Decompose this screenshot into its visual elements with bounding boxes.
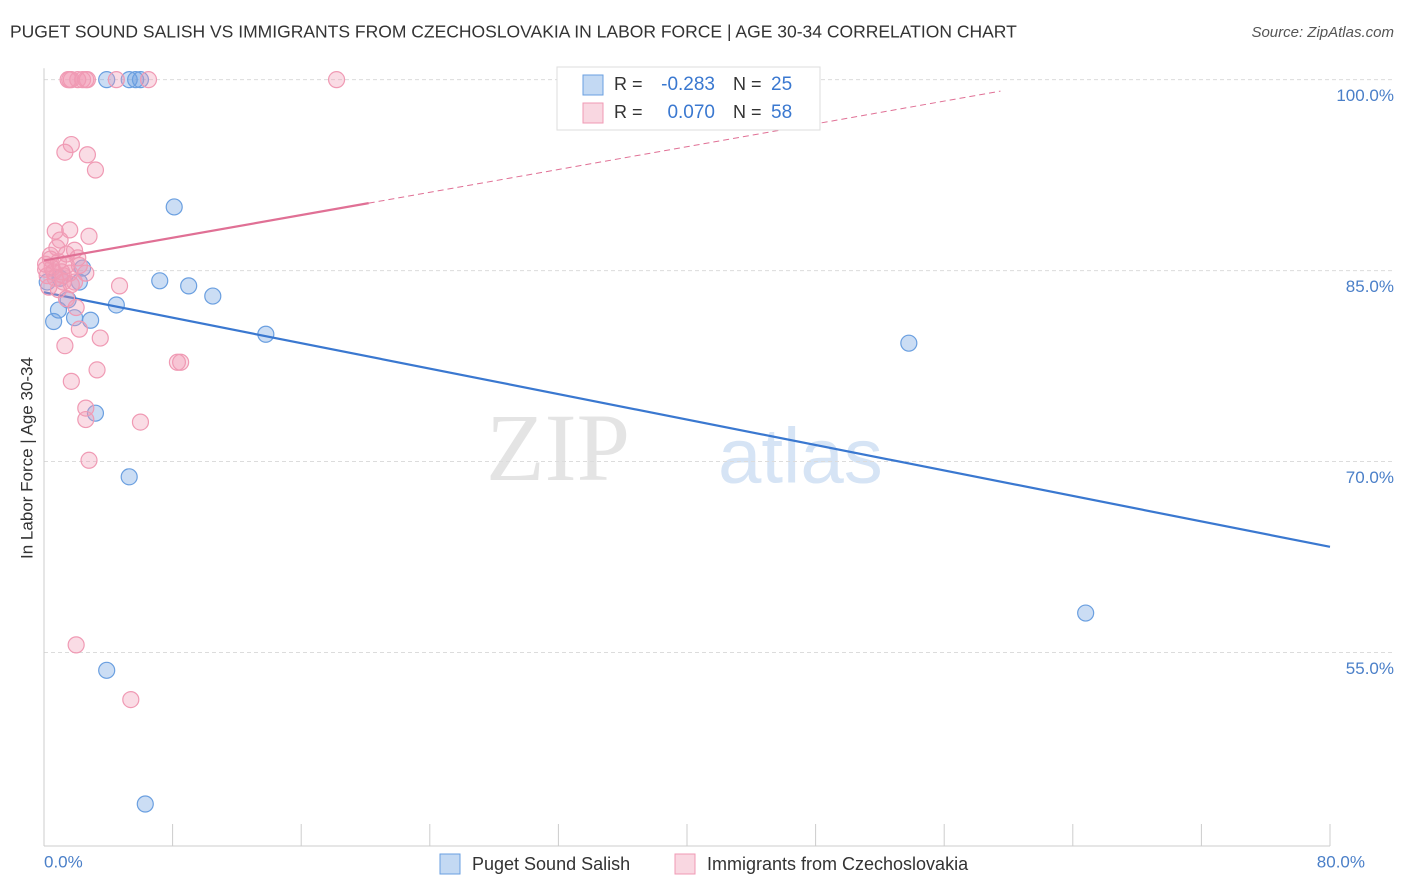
- x-tick-label: 80.0%: [1317, 852, 1365, 871]
- point: [122, 691, 140, 709]
- legend-r: -0.283: [661, 74, 715, 95]
- point: [327, 71, 346, 89]
- point: [62, 276, 80, 294]
- point: [139, 71, 158, 89]
- point: [86, 161, 105, 179]
- trend-line: [43, 202, 369, 262]
- point: [82, 311, 100, 329]
- legend-swatch: [674, 853, 696, 875]
- point: [78, 146, 97, 164]
- legend-swatch: [582, 102, 604, 124]
- legend-r-text: R =: [614, 74, 643, 94]
- chart-title: PUGET SOUND SALISH VS IMMIGRANTS FROM CZ…: [10, 22, 1017, 42]
- point: [62, 372, 80, 390]
- legend-swatch: [582, 74, 604, 96]
- legend-n: 25: [771, 74, 792, 95]
- point: [91, 329, 109, 347]
- legend-swatch: [439, 853, 461, 875]
- point: [67, 298, 85, 317]
- y-tick-label: 100.0%: [1336, 86, 1394, 105]
- watermark: ZIP: [486, 394, 630, 501]
- source: Source: ZipAtlas.com: [1251, 24, 1394, 41]
- point: [107, 71, 125, 89]
- point: [86, 404, 105, 422]
- legend-r-text: R =: [614, 102, 643, 122]
- legend-r: 0.070: [667, 102, 715, 123]
- point: [56, 337, 74, 355]
- point: [45, 312, 63, 331]
- y-tick-label: 70.0%: [1346, 468, 1394, 487]
- legend-label: Puget Sound Salish: [472, 854, 630, 874]
- trend-line: [368, 90, 1001, 204]
- point: [61, 71, 79, 89]
- point: [46, 222, 64, 240]
- point: [900, 334, 918, 352]
- point: [88, 361, 106, 379]
- point: [98, 661, 116, 679]
- point: [80, 451, 98, 469]
- point: [40, 278, 58, 296]
- point: [1077, 604, 1095, 622]
- point: [180, 277, 198, 295]
- x-tick-label: 0.0%: [44, 852, 83, 871]
- y-tick-label: 55.0%: [1346, 659, 1394, 678]
- point: [151, 272, 169, 290]
- point: [131, 413, 150, 431]
- point: [172, 353, 190, 371]
- point: [204, 287, 222, 305]
- trend-line: [43, 291, 1331, 548]
- point: [77, 410, 95, 429]
- point: [136, 795, 154, 813]
- legend-n-text: N =: [733, 74, 762, 94]
- point: [56, 143, 74, 161]
- point: [70, 320, 88, 338]
- legend-label: Immigrants from Czechoslovakia: [707, 854, 969, 874]
- legend-n: 58: [771, 102, 792, 123]
- y-axis-label: In Labor Force | Age 30-34: [17, 357, 36, 559]
- legend-box: [556, 66, 821, 131]
- point: [120, 468, 138, 486]
- y-tick-label: 85.0%: [1346, 277, 1394, 296]
- point: [110, 277, 129, 295]
- point: [78, 71, 97, 89]
- watermark: atlas: [718, 412, 883, 500]
- point: [98, 71, 116, 89]
- point: [127, 71, 145, 89]
- point: [70, 256, 88, 275]
- point: [80, 227, 98, 245]
- point: [67, 636, 85, 654]
- legend-n-text: N =: [733, 102, 762, 122]
- point: [165, 198, 183, 216]
- point: [49, 281, 68, 299]
